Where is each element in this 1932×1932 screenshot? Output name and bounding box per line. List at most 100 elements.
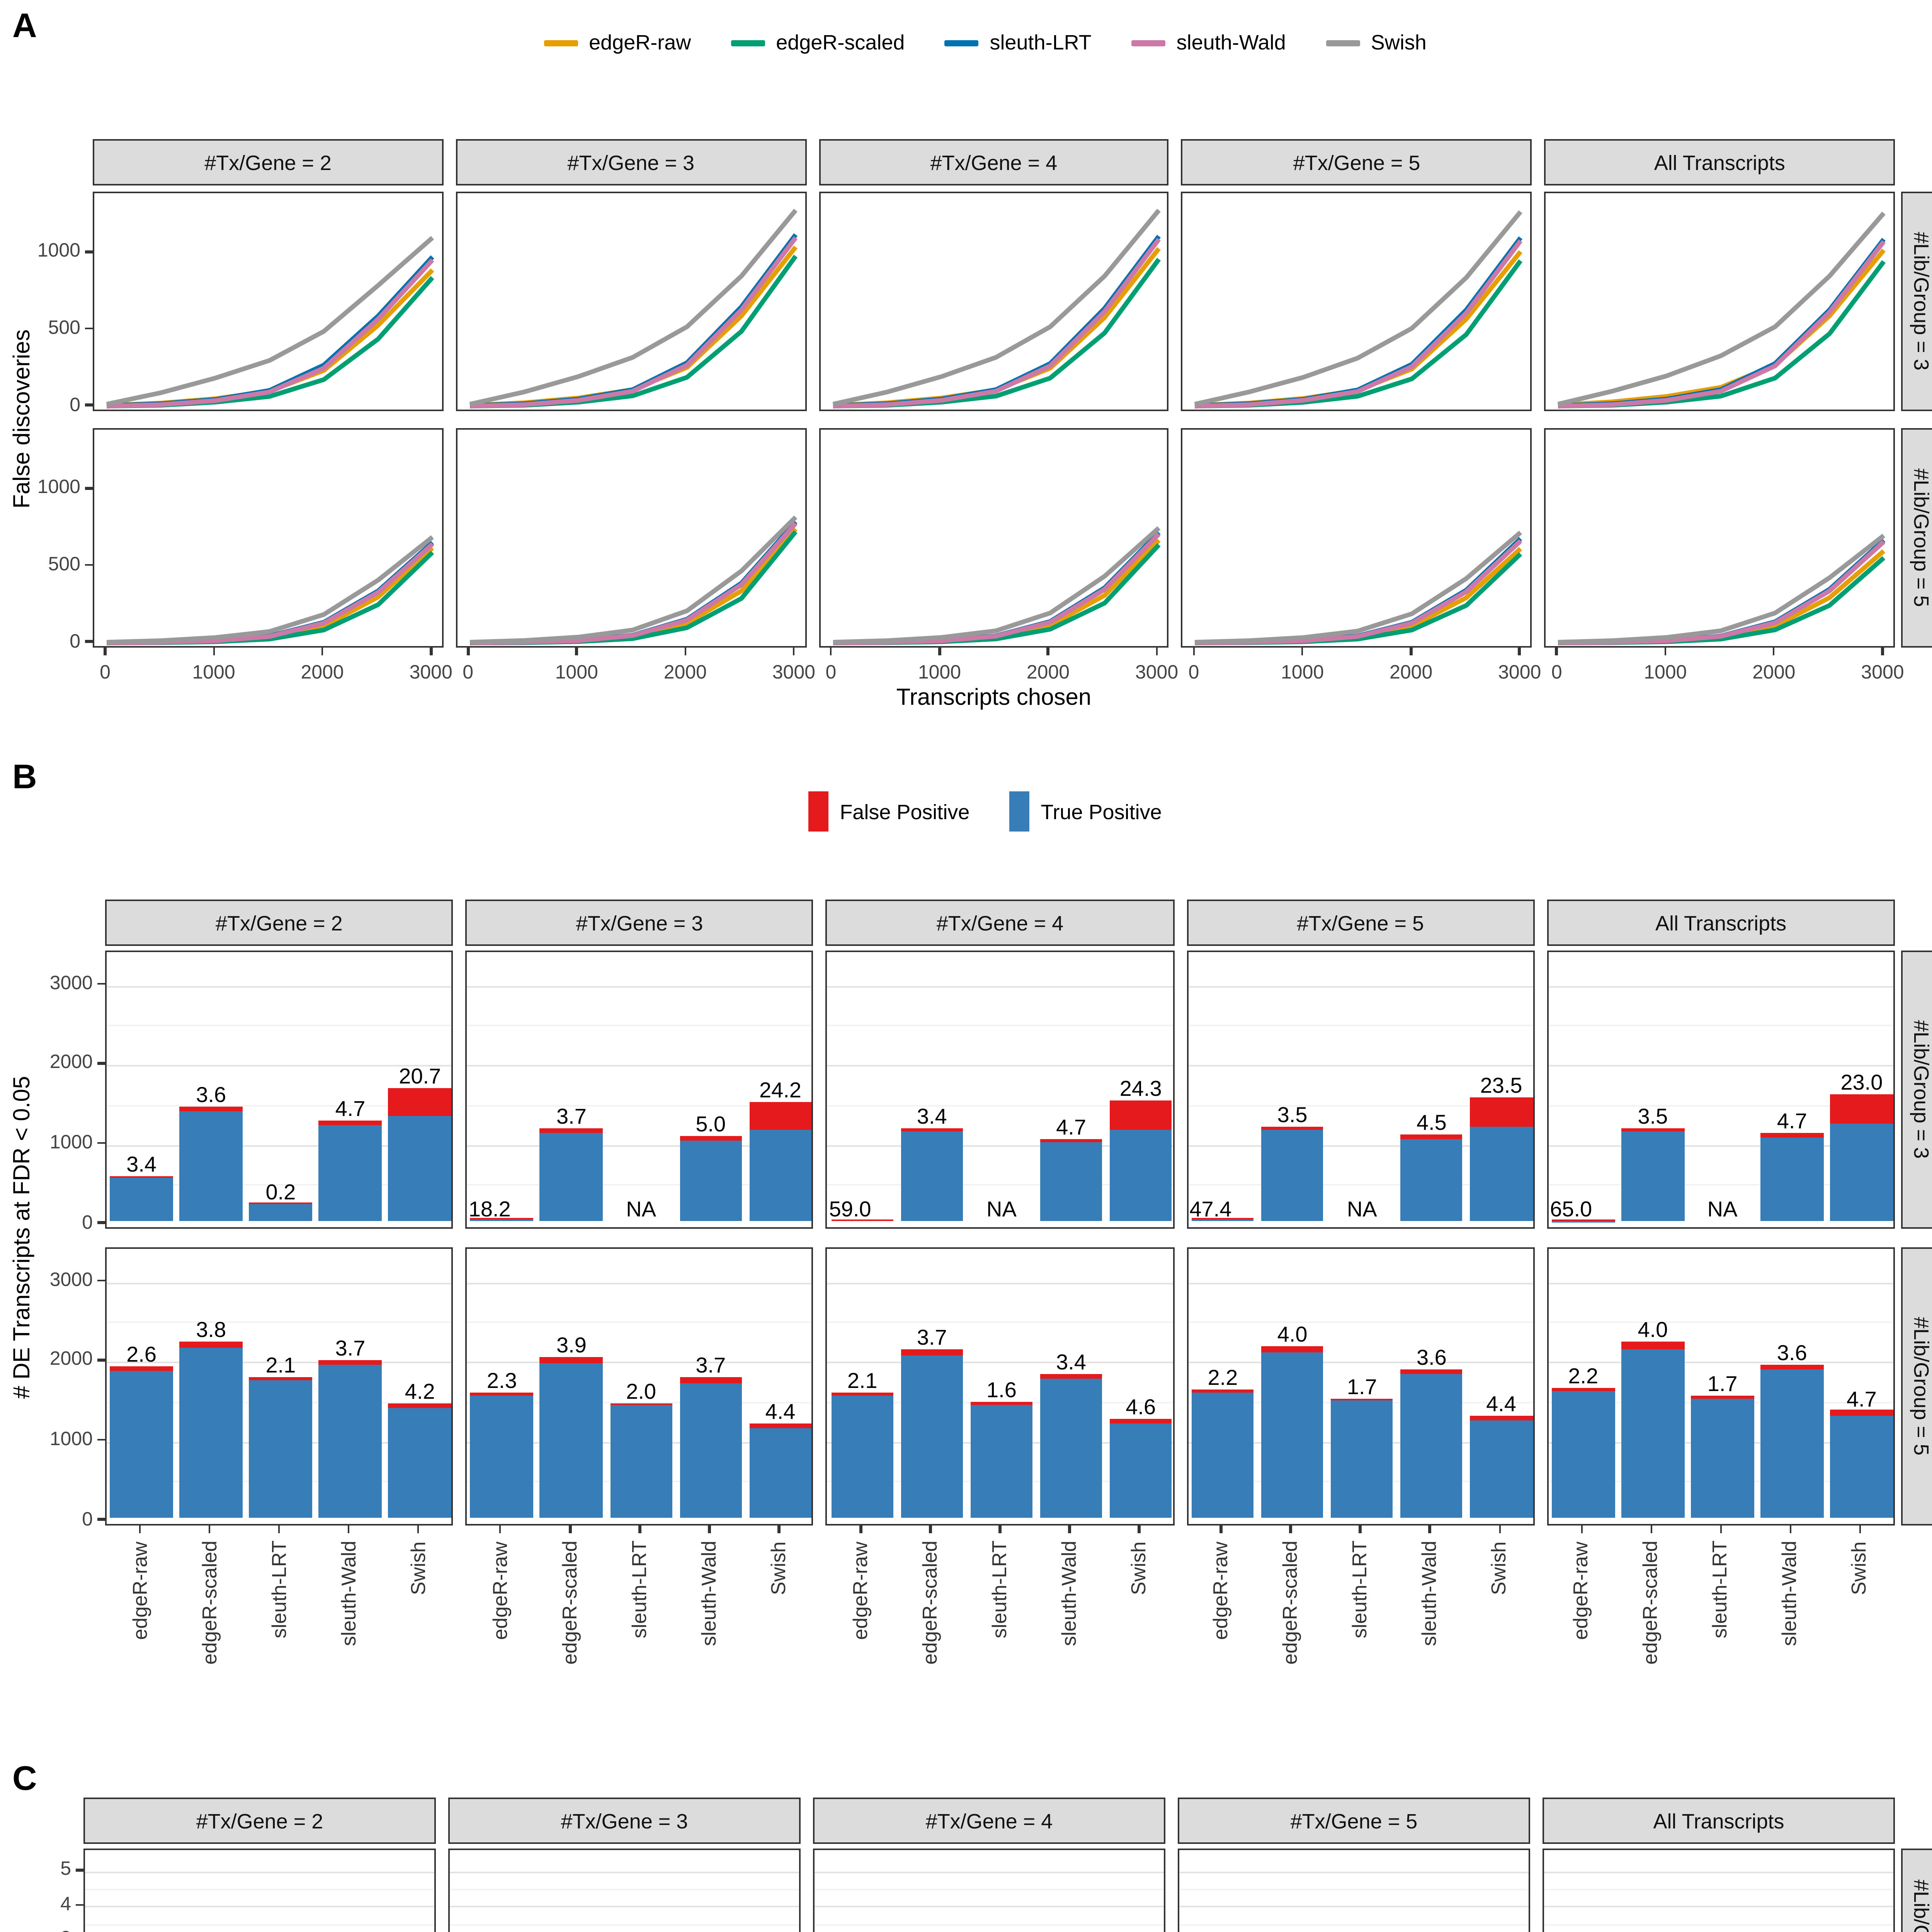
x-tick-label: 3000 bbox=[409, 662, 452, 683]
true-positive-bar bbox=[1470, 1420, 1533, 1518]
x-tick-mark bbox=[1359, 1526, 1362, 1533]
y-tick-label: 2000 bbox=[49, 1348, 93, 1370]
bar-plot-panel: 2.2 4.0 1.7 3.6 4.7 bbox=[1547, 1247, 1895, 1526]
bar-plot-panel: 2.3 3.9 2.0 3.7 4.4 bbox=[465, 1247, 814, 1526]
row-facet-strip: #Lib/Group = 5 bbox=[1901, 428, 1932, 648]
category-label: edgeR-raw bbox=[848, 1541, 872, 1639]
x-tick-mark bbox=[1220, 1526, 1223, 1533]
true-positive-bar bbox=[470, 1396, 533, 1518]
fdr-value-label: 2.1 bbox=[847, 1368, 878, 1393]
true-positive-bar bbox=[1830, 1123, 1893, 1221]
y-tick-mark bbox=[85, 250, 93, 253]
facet-strip: All Transcripts bbox=[1543, 1798, 1895, 1844]
major-gridline bbox=[815, 1906, 1164, 1908]
minor-gridline bbox=[1548, 1321, 1893, 1323]
line-series-edgeR-scaled bbox=[469, 255, 798, 409]
line-series-edgeR-raw bbox=[106, 546, 434, 645]
y-tick-label: 2000 bbox=[49, 1051, 93, 1073]
x-tick-label: 2000 bbox=[1026, 662, 1070, 683]
category-label: sleuth-Wald bbox=[336, 1541, 360, 1646]
major-gridline bbox=[815, 1871, 1164, 1873]
line-series-Swish bbox=[1558, 534, 1886, 645]
category-label: edgeR-raw bbox=[128, 1541, 151, 1639]
category-label: sleuth-LRT bbox=[988, 1541, 1011, 1639]
legend-fill-swatch bbox=[1010, 791, 1030, 832]
category-label: edgeR-scaled bbox=[1278, 1541, 1302, 1665]
true-positive-bar bbox=[180, 1348, 243, 1518]
line-plot-panel bbox=[1544, 428, 1895, 648]
x-tick-mark bbox=[1429, 1526, 1431, 1533]
true-positive-bar bbox=[1552, 1220, 1615, 1221]
category-label: Swish bbox=[1847, 1541, 1871, 1595]
fdr-value-label: 2.2 bbox=[1208, 1365, 1238, 1390]
line-chart-svg bbox=[1558, 211, 1886, 409]
false-positive-bar bbox=[1830, 1410, 1893, 1415]
major-gridline bbox=[1188, 1145, 1533, 1146]
x-tick-mark bbox=[830, 648, 832, 655]
minor-gridline bbox=[827, 1401, 1173, 1403]
x-tick-mark bbox=[321, 648, 324, 655]
line-series-sleuth-Wald bbox=[832, 238, 1160, 409]
category-label: sleuth-LRT bbox=[627, 1541, 651, 1639]
x-tick-mark bbox=[1518, 648, 1521, 655]
major-gridline bbox=[827, 1145, 1173, 1146]
facet-strip: #Tx/Gene = 4 bbox=[818, 139, 1169, 185]
true-positive-bar bbox=[1330, 1400, 1393, 1518]
legend-label: sleuth-Wald bbox=[1176, 31, 1286, 54]
true-positive-bar bbox=[110, 1178, 173, 1221]
line-chart-svg bbox=[106, 236, 434, 409]
x-tick-label: 1000 bbox=[1644, 662, 1687, 683]
legend-item: True Positive bbox=[1010, 791, 1162, 832]
bar-plot-panel: 47.4 3.5 NA 4.5 23.5 bbox=[1186, 951, 1535, 1229]
true-positive-bar bbox=[319, 1124, 382, 1221]
fdr-value-label: 3.6 bbox=[196, 1082, 226, 1107]
true-positive-bar bbox=[1691, 1398, 1754, 1518]
false-positive-bar bbox=[249, 1203, 312, 1204]
y-tick-label: 0 bbox=[70, 630, 80, 651]
y-tick-label: 3 bbox=[0, 1928, 71, 1932]
fdr-value-label: 4.4 bbox=[1486, 1391, 1516, 1416]
category-label: Swish bbox=[1127, 1541, 1150, 1595]
fdr-value-label: 2.6 bbox=[126, 1342, 156, 1367]
legend-line-swatch bbox=[1326, 39, 1360, 46]
facet-strip: #Tx/Gene = 4 bbox=[826, 900, 1174, 946]
minor-gridline bbox=[107, 1184, 452, 1186]
major-gridline bbox=[827, 1362, 1173, 1363]
line-series-Swish bbox=[106, 236, 434, 406]
false-positive-bar bbox=[1191, 1218, 1254, 1220]
line-series-sleuth-Wald bbox=[106, 258, 434, 409]
line-series-Swish bbox=[832, 526, 1160, 645]
major-gridline bbox=[827, 1065, 1173, 1066]
x-tick-mark bbox=[1068, 1526, 1071, 1533]
false-positive-bar bbox=[1330, 1398, 1393, 1400]
legend-item: sleuth-Wald bbox=[1131, 31, 1286, 54]
false-positive-bar bbox=[180, 1341, 243, 1348]
bar-plot-panel bbox=[1178, 1849, 1530, 1932]
fdr-value-label: 2.0 bbox=[626, 1378, 656, 1403]
x-tick-mark bbox=[467, 648, 469, 655]
x-tick-label: 0 bbox=[100, 662, 111, 683]
minor-gridline bbox=[107, 1321, 452, 1323]
y-tick-mark bbox=[76, 1869, 83, 1871]
fdr-value-label: 3.9 bbox=[556, 1332, 587, 1357]
major-gridline bbox=[467, 1145, 812, 1146]
panel-b-legend: False Positive True Positive bbox=[0, 791, 1932, 832]
y-tick-mark bbox=[97, 1279, 105, 1282]
minor-gridline bbox=[815, 1923, 1164, 1925]
category-label: edgeR-raw bbox=[1209, 1541, 1232, 1639]
y-tick-mark bbox=[97, 1062, 105, 1065]
false-positive-bar bbox=[831, 1219, 894, 1220]
false-positive-bar bbox=[1400, 1369, 1463, 1374]
y-tick-mark bbox=[97, 982, 105, 985]
true-positive-bar bbox=[970, 1404, 1033, 1518]
x-tick-label: 2000 bbox=[301, 662, 344, 683]
true-positive-bar bbox=[1040, 1143, 1103, 1221]
line-plot-panel bbox=[93, 192, 444, 411]
major-gridline bbox=[467, 985, 812, 987]
minor-gridline bbox=[1179, 1889, 1529, 1891]
x-tick-label: 0 bbox=[463, 662, 474, 683]
fdr-value-label: 20.7 bbox=[399, 1063, 441, 1088]
fdr-value-label: 1.7 bbox=[1707, 1371, 1738, 1396]
major-gridline bbox=[1548, 1065, 1893, 1066]
legend-item: edgeR-raw bbox=[544, 31, 691, 54]
